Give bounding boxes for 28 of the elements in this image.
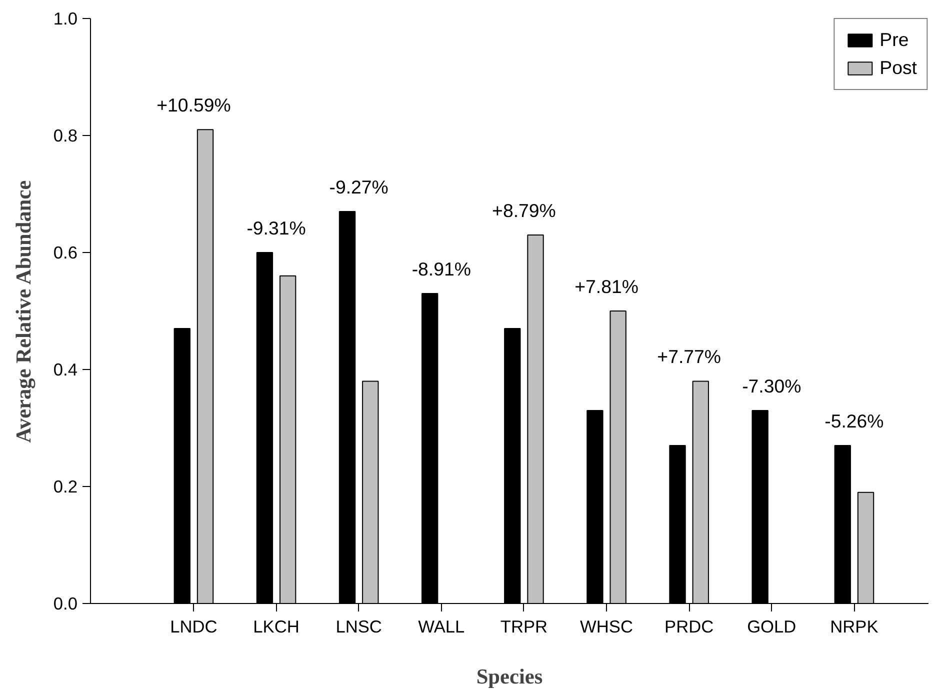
x-tick-label: GOLD — [747, 616, 796, 636]
x-tick-label: NRPK — [830, 616, 879, 636]
annotation: -9.27% — [329, 176, 388, 198]
x-tick-label: LNSC — [336, 616, 382, 636]
annotation: -7.30% — [742, 375, 802, 396]
annotation: +7.77% — [657, 346, 721, 368]
annotation: -9.31% — [246, 218, 306, 238]
y-tick-label: 1.0 — [53, 8, 78, 28]
x-tick-label: WHSC — [580, 616, 633, 636]
legend-label: Post — [880, 57, 917, 79]
x-axis-title: Species — [476, 664, 543, 688]
x-tick-label: LKCH — [253, 616, 300, 636]
y-tick-label: 0.0 — [53, 594, 78, 614]
y-tick-label: 0.6 — [53, 242, 78, 262]
annotation: -5.26% — [824, 410, 884, 432]
y-tick-label: 0.2 — [53, 476, 78, 496]
annotation: -8.91% — [412, 258, 471, 280]
annotation: +10.59% — [156, 94, 231, 116]
y-tick-label: 0.8 — [53, 126, 78, 146]
y-axis-title: Average Relative Abundance — [11, 180, 36, 443]
x-tick-label: PRDC — [664, 616, 714, 636]
x-tick-label: WALL — [418, 616, 466, 636]
x-tick-label: TRPR — [500, 616, 548, 636]
x-tick-label: LNDC — [170, 616, 218, 636]
y-tick-label: 0.4 — [53, 360, 78, 380]
annotation: +7.81% — [574, 276, 638, 297]
legend-label: Pre — [880, 29, 909, 51]
annotation: +8.79% — [492, 200, 556, 221]
